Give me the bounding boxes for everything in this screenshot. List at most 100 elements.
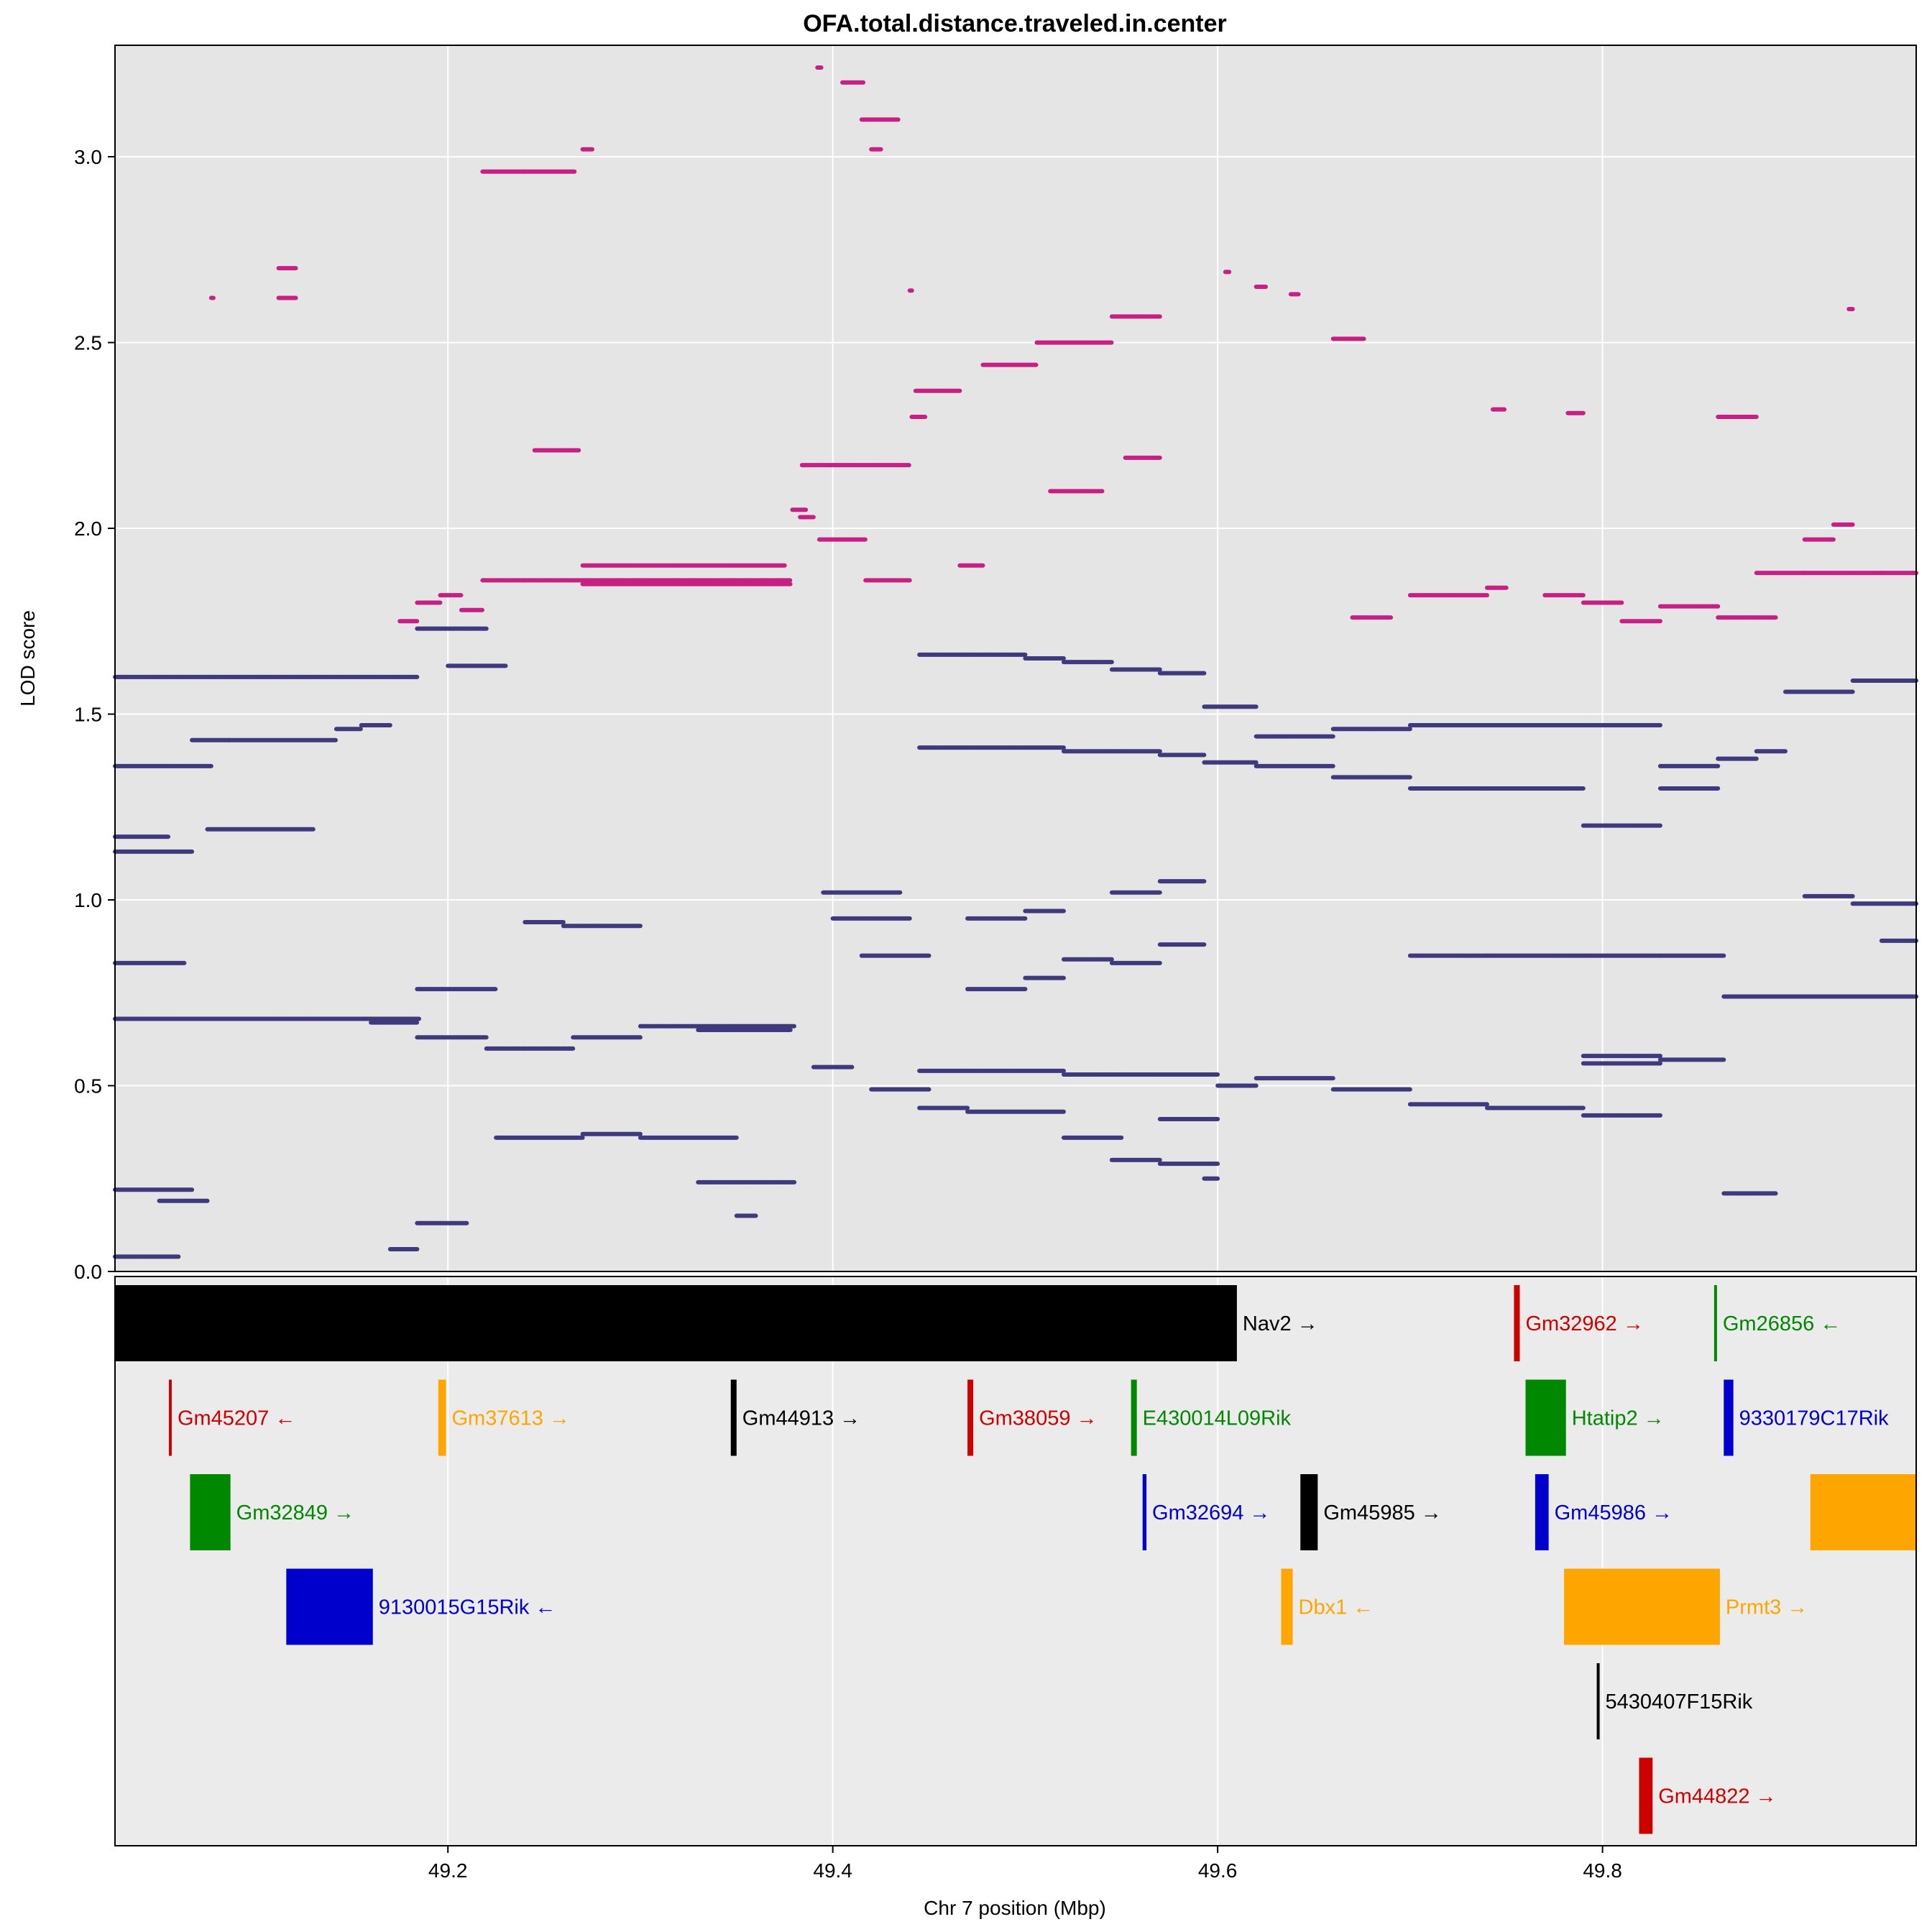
gene-label: Gm45986 → [1555, 1501, 1673, 1524]
gene-bar [1810, 1474, 1916, 1550]
gene-strand-arrow: → [840, 1407, 860, 1430]
y-tick-label: 2.5 [74, 332, 102, 354]
x-tick-label: 49.2 [428, 1859, 468, 1882]
gene-track: Nav2 → Gm32962 → Gm26856 ←Gm45207 ← Gm37613 → Gm4… [115, 1285, 1916, 1834]
gene-strand-arrow: → [1297, 1312, 1318, 1335]
y-axis-label: LOD score [17, 610, 39, 707]
gene-name: E430014L09Rik [1143, 1407, 1292, 1430]
gene-label: Gm44822 → [1658, 1785, 1776, 1808]
x-tick-label: 49.8 [1583, 1859, 1622, 1882]
gene-bar [1300, 1474, 1318, 1550]
gene-bar [115, 1285, 1237, 1361]
gene-name: Htatip2 [1572, 1407, 1638, 1430]
gene-panel-background [115, 1276, 1916, 1846]
gene-label: Gm32694 → [1152, 1501, 1270, 1524]
lod-panel-border [114, 45, 1917, 1272]
gene-bar [1281, 1568, 1293, 1645]
gene-strand-arrow: ← [535, 1596, 556, 1619]
y-tick-label: 0.0 [74, 1261, 102, 1283]
gene-label: Gm37613 → [452, 1407, 570, 1430]
gene-name: Gm38059 [979, 1407, 1070, 1430]
y-tick-label: 3.0 [74, 146, 102, 168]
gene-bar [967, 1379, 974, 1456]
gene-label: 9330179C17Rik [1739, 1407, 1889, 1430]
gene-bar [1131, 1379, 1137, 1456]
gene-panel-border [114, 1276, 1917, 1846]
gene-strand-arrow: → [1076, 1407, 1097, 1430]
gene-bar [438, 1379, 446, 1456]
chart-title: OFA.total.distance.traveled.in.center [803, 10, 1227, 37]
gene-strand-arrow: → [1652, 1501, 1673, 1524]
gene-bar [1639, 1757, 1653, 1834]
gene-name: Gm37613 [452, 1407, 543, 1430]
gene-label: 9130015G15Rik ← [379, 1596, 556, 1619]
gene-strand-arrow: → [1421, 1501, 1442, 1524]
gene-name: Nav2 [1243, 1312, 1292, 1335]
gene-panel-gridlines [447, 1276, 1604, 1846]
gene-name: Dbx1 [1299, 1596, 1348, 1619]
gene-name: 9130015G15Rik [379, 1596, 530, 1619]
gene-label: Gm32849 → [236, 1501, 354, 1524]
gene-label: Gm45985 → [1323, 1501, 1441, 1524]
gene-name: Gm44822 [1658, 1785, 1749, 1808]
gene-bar [1525, 1379, 1566, 1456]
gene-bar [1596, 1663, 1600, 1739]
gene-label: Gm38059 → [979, 1407, 1097, 1430]
gene-strand-arrow: → [1249, 1501, 1270, 1524]
gene-strand-arrow: → [549, 1407, 570, 1430]
y-tick-label: 0.5 [74, 1075, 102, 1098]
gene-label: E430014L09Rik [1143, 1407, 1292, 1430]
gene-name: Gm45985 [1323, 1501, 1414, 1524]
gene-strand-arrow: → [1787, 1596, 1808, 1619]
gene-label: Gm45207 ← [178, 1407, 295, 1430]
gene-panel: Nav2 → Gm32962 → Gm26856 ←Gm45207 ← Gm37613 → Gm4… [114, 1276, 1917, 1846]
lod-series [113, 65, 1918, 1259]
lod-series-group [113, 626, 1918, 1259]
gene-strand-arrow: → [334, 1501, 354, 1524]
lod-panel [113, 45, 1918, 1272]
lod-panel-background [115, 45, 1916, 1271]
gene-label: Nav2 → [1243, 1312, 1318, 1335]
gene-strand-arrow: ← [1820, 1312, 1841, 1335]
gene-bar [190, 1474, 231, 1550]
gene-name: Gm32694 [1152, 1501, 1243, 1524]
gene-label: Gm44913 → [742, 1407, 860, 1430]
gene-bar [286, 1568, 373, 1645]
gene-strand-arrow: → [1644, 1407, 1665, 1430]
gene-strand-arrow: → [1756, 1785, 1777, 1808]
gene-strand-arrow: → [1623, 1312, 1644, 1335]
gene-label: Dbx1 ← [1299, 1596, 1374, 1619]
y-gridlines [115, 156, 1916, 1272]
gene-bar [730, 1379, 737, 1456]
gene-bar [1142, 1474, 1147, 1550]
gene-name: Gm45986 [1555, 1501, 1646, 1524]
gene-bar [1535, 1474, 1549, 1550]
y-tick-label: 1.0 [74, 889, 102, 911]
gene-label: Htatip2 → [1572, 1407, 1665, 1430]
gene-label: Gm32962 → [1525, 1312, 1643, 1335]
gene-strand-arrow: ← [1353, 1596, 1374, 1619]
gene-bar [1564, 1568, 1720, 1645]
gene-name: Gm32962 [1525, 1312, 1616, 1335]
y-axis-ticks: 0.0 0.5 1.0 1.5 2.0 2.5 3.0 [74, 146, 115, 1283]
gene-label: Gm26856 ← [1723, 1312, 1841, 1335]
gene-label: 5430407F15Rik [1606, 1690, 1753, 1714]
x-axis-ticks: 49.2 49.4 49.6 49.8 [428, 1846, 1622, 1882]
gene-bar [1514, 1285, 1520, 1361]
gene-bar [168, 1379, 172, 1456]
y-tick-label: 2.0 [74, 518, 102, 540]
gene-bar [1724, 1379, 1734, 1456]
y-tick-label: 1.5 [74, 704, 102, 726]
gene-name: 5430407F15Rik [1606, 1690, 1753, 1714]
gene-name: Gm45207 [178, 1407, 269, 1430]
x-tick-label: 49.6 [1198, 1859, 1238, 1882]
x-tick-label: 49.4 [813, 1859, 852, 1882]
x-axis-label: Chr 7 position (Mbp) [924, 1897, 1106, 1919]
gene-name: Prmt3 [1726, 1596, 1781, 1619]
gene-name: Gm44913 [742, 1407, 834, 1430]
gene-name: Gm32849 [236, 1501, 328, 1524]
gene-name: Gm26856 [1723, 1312, 1814, 1335]
gene-name: 9330179C17Rik [1739, 1407, 1889, 1430]
gene-label: Prmt3 → [1726, 1596, 1808, 1619]
